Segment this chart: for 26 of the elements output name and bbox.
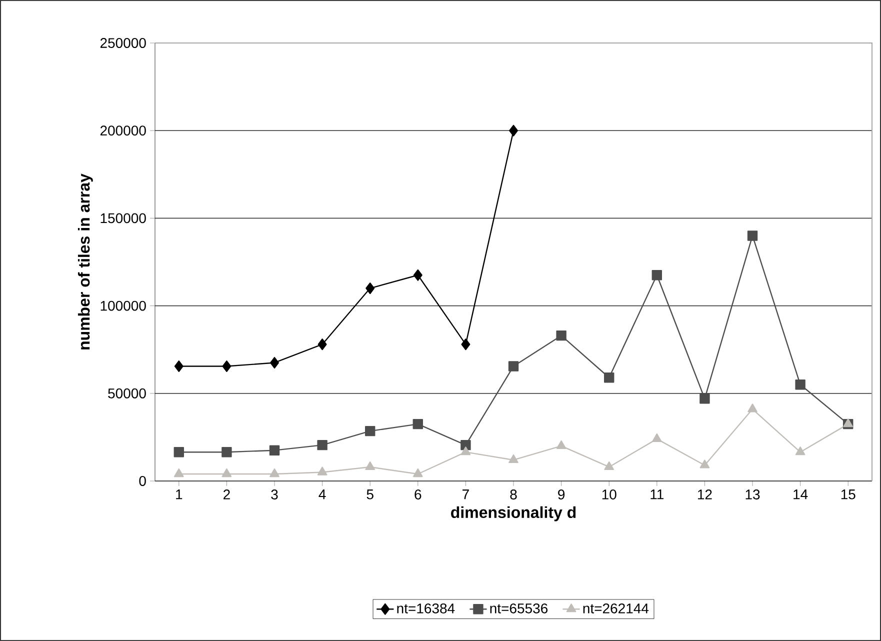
x-axis-title: dimensionality d [451, 506, 576, 522]
y-tick-label: 150000 [100, 213, 146, 224]
y-tick-label: 50000 [108, 388, 146, 398]
x-tick-label: 15 [841, 490, 856, 500]
legend-label: nt=16384 [397, 603, 455, 614]
legend-label: nt=65536 [490, 603, 548, 614]
x-tick-label: 6 [414, 490, 422, 500]
y-tick-label: 250000 [100, 38, 146, 48]
x-tick-label: 3 [271, 490, 278, 500]
x-tick-label: 9 [558, 490, 565, 500]
x-tick-label: 10 [602, 490, 616, 500]
x-tick-label: 4 [318, 490, 326, 500]
y-tick-label: 0 [139, 476, 146, 486]
x-tick-label: 13 [746, 490, 760, 500]
legend-label: nt=262144 [583, 603, 649, 614]
x-tick-label: 2 [224, 490, 230, 500]
y-axis-title: number of tiles in array [78, 174, 93, 350]
y-tick-label: 200000 [100, 126, 146, 136]
y-tick-label: 100000 [100, 300, 146, 311]
x-tick-label: 5 [366, 490, 374, 500]
x-tick-label: 7 [462, 490, 469, 500]
x-tick-label: 1 [176, 490, 182, 500]
x-tick-label: 11 [650, 490, 664, 500]
x-tick-label: 14 [794, 490, 808, 500]
x-tick-label: 12 [698, 490, 712, 500]
x-tick-label: 8 [510, 490, 517, 500]
